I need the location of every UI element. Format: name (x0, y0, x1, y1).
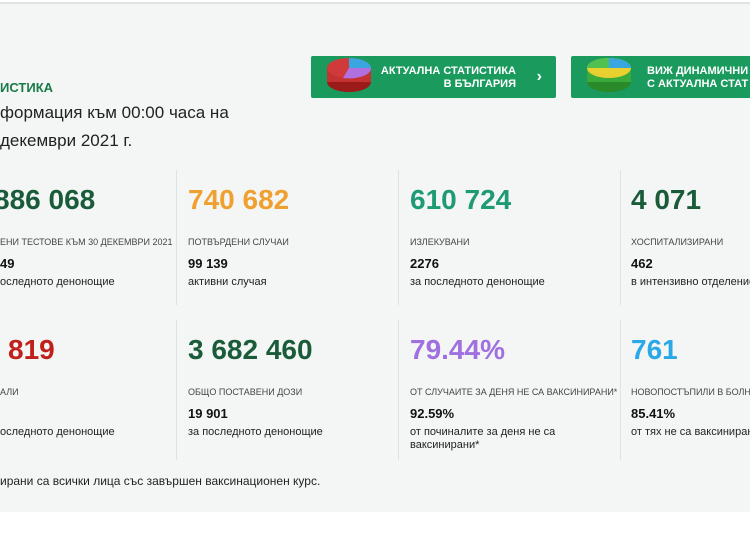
stat-sub-label: оследното денонощие (0, 426, 115, 438)
stat-sub-label: в интензивно отделение (631, 276, 750, 288)
pie-icon (327, 58, 372, 92)
stat-sub-label: за последното денонощие (410, 276, 545, 288)
stat-sub-value: 462 (631, 256, 653, 271)
stats-button[interactable]: АКТУАЛНА СТАТИСТИКА В БЪЛГАРИЯ › (311, 56, 556, 98)
stat-sub-value: 85.41% (631, 406, 676, 421)
stat-value: 79.44% (410, 334, 505, 365)
divider (398, 170, 399, 305)
subtitle: формация към 00:00 часа на (0, 103, 229, 122)
subtitle: декември 2021 г. (0, 131, 133, 150)
divider (398, 320, 399, 460)
pie-icon (587, 58, 631, 92)
stat-label: ХОСПИТАЛИЗИРАНИ (631, 237, 724, 247)
stat-value: 761 (631, 334, 678, 365)
stat-sub-value: 99 139 (188, 256, 228, 271)
divider (176, 320, 177, 460)
footnote: ирани са всички лица със завършен ваксин… (0, 474, 321, 488)
stat-sub-value: 49 (0, 256, 15, 271)
divider (176, 170, 177, 305)
stat-sub-label: оследното денонощие (0, 276, 115, 288)
stat-value: 4 071 (631, 184, 702, 215)
stat-sub-label: за последното денонощие (188, 426, 323, 438)
divider (620, 170, 621, 305)
stat-value: 3 682 460 (188, 334, 313, 365)
stat-label: НОВОПОСТЪПИЛИ В БОЛНИ (631, 387, 750, 397)
section-title: ИСТИКА (0, 80, 54, 95)
stat-sub-value: 2276 (410, 256, 439, 271)
stat-label: ИЗЛЕКУВАНИ (410, 237, 470, 247)
button-text: С АКТУАЛНА СТАТ (647, 78, 749, 90)
button-text: ВИЖ ДИНАМИЧНИ (647, 65, 749, 77)
stat-label: ПОТВЪРДЕНИ СЛУЧАИ (188, 237, 289, 247)
stat-value: 610 724 (410, 184, 512, 215)
stat-label: ОБЩО ПОСТАВЕНИ ДОЗИ (188, 387, 303, 397)
stat-value: 886 068 (0, 184, 96, 215)
stat-value: 740 682 (188, 184, 290, 215)
stat-value: 819 (8, 334, 55, 365)
stat-sub-value: 92.59% (410, 406, 455, 421)
button-text: В БЪЛГАРИЯ (443, 78, 516, 90)
stat-label: ЕНИ ТЕСТОВЕ КЪМ 30 ДЕКЕМВРИ 2021 (0, 237, 173, 247)
stat-sub-label: от починалите за деня не са ваксинирани* (410, 426, 556, 451)
dynamics-button[interactable]: ВИЖ ДИНАМИЧНИ С АКТУАЛНА СТАТ (571, 56, 750, 98)
button-text: АКТУАЛНА СТАТИСТИКА (380, 65, 516, 77)
stat-label: ОТ СЛУЧАИТЕ ЗА ДЕНЯ НЕ СА ВАКСИНИРАНИ* (410, 387, 618, 397)
stat-sub-label: активни случая (188, 276, 267, 288)
stat-sub-value: 19 901 (188, 406, 228, 421)
stat-sub-label: от тях не са ваксинирани (631, 426, 750, 438)
stat-label: АЛИ (0, 387, 19, 397)
divider (620, 320, 621, 460)
